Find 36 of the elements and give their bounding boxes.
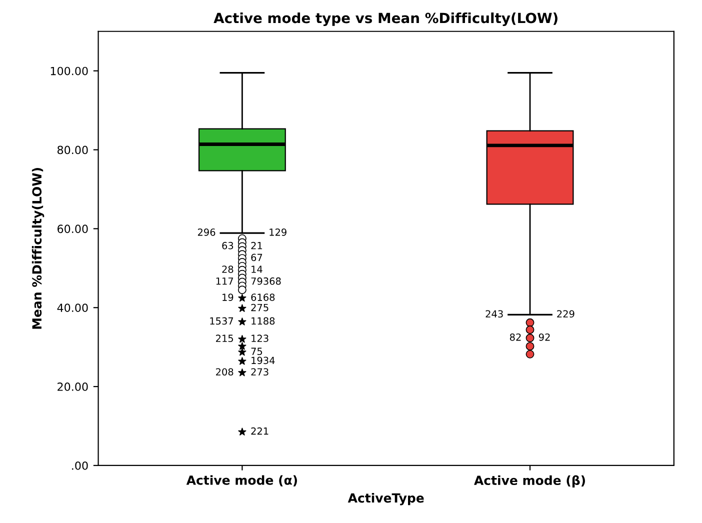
x-tick-label: Active mode (β) xyxy=(474,475,585,488)
annotation: 275 xyxy=(251,304,268,312)
y-axis-title: Mean %Difficulty(LOW) xyxy=(32,168,44,329)
annotation: 1537 xyxy=(210,317,234,325)
annotation: 273 xyxy=(251,368,268,376)
x-axis-title: ActiveType xyxy=(348,493,424,506)
y-tick-label: 60.00 xyxy=(58,224,88,234)
annotation: 28 xyxy=(222,266,234,273)
chart-title: Active mode type vs Mean %Difficulty(LOW) xyxy=(214,12,558,26)
x-tick-label: Active mode (α) xyxy=(186,475,297,486)
annotation: 1934 xyxy=(252,356,275,364)
annotation: 129 xyxy=(270,228,286,236)
annotation: 6168 xyxy=(251,294,275,301)
annotation: 221 xyxy=(251,427,268,435)
annotation: 296 xyxy=(198,228,216,236)
y-tick-label: 80.00 xyxy=(58,146,88,154)
annotation: 229 xyxy=(557,310,574,318)
annotation: 208 xyxy=(216,368,234,376)
annotation: 215 xyxy=(216,334,234,342)
annotation: 1188 xyxy=(252,317,275,325)
annotation: 19 xyxy=(222,294,234,301)
annotation: 243 xyxy=(486,310,503,318)
y-tick-label: .00 xyxy=(72,461,88,470)
y-tick-label: 100.00 xyxy=(50,66,88,76)
annotation: 79368 xyxy=(251,277,281,285)
annotation: 63 xyxy=(222,242,234,250)
annotation: 14 xyxy=(252,266,262,273)
annotation: 123 xyxy=(252,334,268,342)
annotation: 21 xyxy=(251,242,262,250)
annotation: 92 xyxy=(538,333,550,341)
annotation: 117 xyxy=(216,278,234,285)
y-tick-label: 20.00 xyxy=(58,382,88,391)
annotation: 75 xyxy=(251,348,262,356)
y-tick-label: 40.00 xyxy=(57,304,88,312)
annotation: 82 xyxy=(510,333,521,341)
annotation: 67 xyxy=(251,254,262,262)
